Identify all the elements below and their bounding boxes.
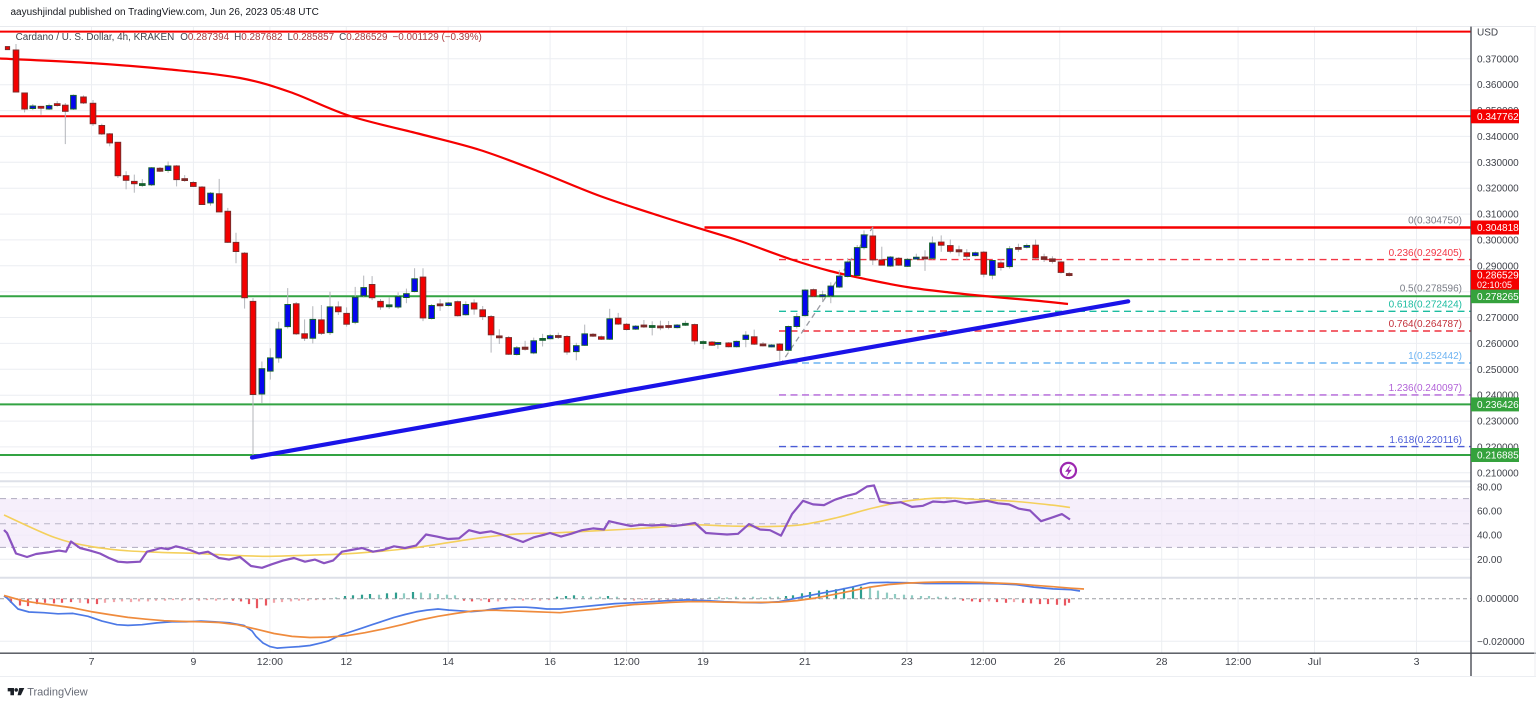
svg-text:0.260000: 0.260000 xyxy=(1477,339,1519,350)
svg-text:12:00: 12:00 xyxy=(970,656,996,668)
svg-text:0.300000: 0.300000 xyxy=(1477,235,1519,246)
svg-text:0.370000: 0.370000 xyxy=(1477,54,1519,65)
svg-text:0.270000: 0.270000 xyxy=(1477,313,1519,324)
svg-text:0.210000: 0.210000 xyxy=(1477,468,1519,479)
svg-text:1(0.252442): 1(0.252442) xyxy=(1408,351,1462,362)
svg-text:14: 14 xyxy=(442,656,454,668)
svg-text:0.230000: 0.230000 xyxy=(1477,417,1519,428)
svg-text:Jul: Jul xyxy=(1308,656,1321,668)
svg-text:0.340000: 0.340000 xyxy=(1477,132,1519,143)
svg-text:19: 19 xyxy=(697,656,709,668)
svg-text:28: 28 xyxy=(1156,656,1168,668)
svg-text:12:00: 12:00 xyxy=(613,656,639,668)
svg-text:0.220000: 0.220000 xyxy=(1477,442,1519,453)
svg-text:1.618(0.220116): 1.618(0.220116) xyxy=(1389,435,1462,446)
svg-text:9: 9 xyxy=(190,656,196,668)
svg-text:0.236426: 0.236426 xyxy=(1477,400,1519,411)
svg-text:12:00: 12:00 xyxy=(1225,656,1251,668)
svg-text:60.00: 60.00 xyxy=(1477,507,1502,518)
svg-text:0.5(0.278596): 0.5(0.278596) xyxy=(1400,284,1462,295)
svg-text:0.304818: 0.304818 xyxy=(1477,223,1519,234)
svg-text:0.236(0.292405): 0.236(0.292405) xyxy=(1389,248,1462,259)
svg-text:02:10:05: 02:10:05 xyxy=(1477,280,1512,290)
svg-text:0.764(0.264787): 0.764(0.264787) xyxy=(1389,319,1462,330)
svg-text:1.236(0.240097): 1.236(0.240097) xyxy=(1389,383,1462,394)
svg-text:aayushjindal published on Trad: aayushjindal published on TradingView.co… xyxy=(11,7,319,18)
svg-text:0.347762: 0.347762 xyxy=(1477,112,1519,123)
svg-text:0.250000: 0.250000 xyxy=(1477,365,1519,376)
svg-text:0.618(0.272424): 0.618(0.272424) xyxy=(1389,300,1462,311)
svg-text:0.278265: 0.278265 xyxy=(1477,292,1519,303)
svg-text:TradingView: TradingView xyxy=(27,686,88,698)
svg-text:0.290000: 0.290000 xyxy=(1477,261,1519,272)
svg-text:USD: USD xyxy=(1477,28,1498,39)
svg-text:0.286529: 0.286529 xyxy=(1477,270,1519,281)
svg-text:80.00: 80.00 xyxy=(1477,482,1502,493)
svg-text:7: 7 xyxy=(89,656,95,668)
svg-text:0.330000: 0.330000 xyxy=(1477,158,1519,169)
svg-text:23: 23 xyxy=(901,656,913,668)
svg-text:0.310000: 0.310000 xyxy=(1477,210,1519,221)
svg-text:12:00: 12:00 xyxy=(257,656,283,668)
svg-text:21: 21 xyxy=(799,656,811,668)
svg-text:26: 26 xyxy=(1054,656,1066,668)
svg-text:0.216885: 0.216885 xyxy=(1477,451,1519,462)
svg-text:16: 16 xyxy=(544,656,556,668)
svg-text:−0.020000: −0.020000 xyxy=(1477,637,1525,648)
svg-text:20.00: 20.00 xyxy=(1477,555,1502,566)
svg-text:Cardano / U. S. Dollar, 4h, KR: Cardano / U. S. Dollar, 4h, KRAKEN O0.287… xyxy=(16,32,482,43)
svg-text:40.00: 40.00 xyxy=(1477,531,1502,542)
svg-text:12: 12 xyxy=(340,656,352,668)
svg-text:3: 3 xyxy=(1414,656,1420,668)
svg-text:0.360000: 0.360000 xyxy=(1477,80,1519,91)
svg-text:0.320000: 0.320000 xyxy=(1477,184,1519,195)
svg-text:0.000000: 0.000000 xyxy=(1477,594,1519,605)
svg-text:0.240000: 0.240000 xyxy=(1477,391,1519,402)
svg-text:0(0.304750): 0(0.304750) xyxy=(1408,216,1462,227)
